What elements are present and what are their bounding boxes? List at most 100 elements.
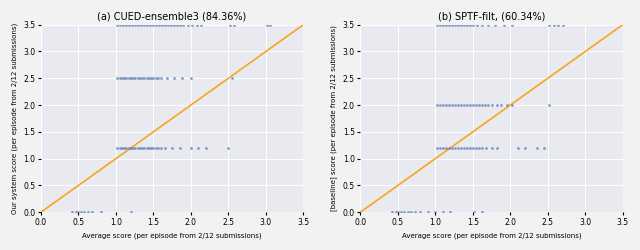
Point	[452, 23, 463, 27]
Point	[144, 76, 154, 80]
Point	[124, 146, 134, 150]
Point	[459, 146, 469, 150]
Point	[144, 146, 154, 150]
Point	[452, 103, 463, 107]
Point	[456, 23, 466, 27]
Point	[172, 23, 182, 27]
Point	[131, 23, 141, 27]
Point	[469, 210, 479, 214]
Point	[507, 103, 517, 107]
Point	[461, 146, 472, 150]
Point	[396, 210, 406, 214]
Point	[125, 146, 136, 150]
Point	[146, 146, 156, 150]
Point	[146, 76, 156, 80]
Point	[201, 146, 211, 150]
Point	[154, 23, 164, 27]
Point	[390, 210, 401, 214]
Point	[156, 76, 166, 80]
Point	[96, 210, 106, 214]
Point	[441, 103, 451, 107]
Point	[456, 103, 466, 107]
Y-axis label: [baseline] score (per episode from 2/12 submissions): [baseline] score (per episode from 2/12 …	[330, 26, 337, 212]
Point	[461, 23, 472, 27]
Point	[501, 103, 511, 107]
Point	[490, 23, 500, 27]
Point	[415, 210, 426, 214]
Point	[477, 210, 487, 214]
Point	[157, 23, 168, 27]
Point	[186, 146, 196, 150]
Point	[496, 103, 506, 107]
Point	[116, 146, 127, 150]
Point	[162, 76, 172, 80]
Point	[175, 146, 185, 150]
Point	[169, 23, 179, 27]
Point	[141, 76, 152, 80]
Point	[441, 146, 451, 150]
Point	[119, 76, 129, 80]
Point	[472, 23, 483, 27]
Point	[151, 23, 161, 27]
Point	[175, 23, 186, 27]
Point	[438, 23, 448, 27]
X-axis label: Average score (per episode from 2/12 submissions): Average score (per episode from 2/12 sub…	[402, 232, 581, 239]
Point	[160, 23, 170, 27]
Point	[193, 146, 204, 150]
Point	[431, 103, 442, 107]
Point	[474, 146, 484, 150]
Point	[486, 146, 497, 150]
Point	[447, 23, 457, 27]
Point	[468, 146, 478, 150]
Point	[142, 23, 152, 27]
Point	[468, 103, 478, 107]
Point	[422, 210, 433, 214]
Point	[116, 76, 127, 80]
Point	[153, 76, 163, 80]
Point	[223, 146, 234, 150]
Point	[76, 210, 86, 214]
Point	[132, 146, 143, 150]
Point	[513, 146, 523, 150]
Point	[456, 146, 466, 150]
Point	[225, 23, 235, 27]
Point	[87, 210, 97, 214]
Point	[483, 103, 493, 107]
Point	[73, 210, 83, 214]
Point	[79, 210, 90, 214]
Point	[438, 210, 448, 214]
Point	[459, 103, 469, 107]
Point	[438, 146, 448, 150]
Point	[477, 23, 487, 27]
Point	[196, 23, 207, 27]
Point	[115, 23, 125, 27]
Point	[441, 23, 451, 27]
Point	[265, 23, 275, 27]
Point	[71, 210, 81, 214]
Point	[227, 76, 237, 80]
Point	[435, 23, 445, 27]
Point	[140, 23, 150, 27]
Point	[483, 23, 493, 27]
Point	[470, 146, 481, 150]
Point	[531, 146, 541, 150]
Point	[150, 76, 161, 80]
Point	[167, 146, 177, 150]
Point	[135, 146, 145, 150]
Point	[548, 23, 559, 27]
Point	[430, 210, 440, 214]
Point	[444, 103, 454, 107]
Point	[121, 76, 131, 80]
Point	[431, 146, 442, 150]
Point	[163, 23, 173, 27]
Point	[124, 23, 134, 27]
Title: (a) CUED-ensemble3 (84.36%): (a) CUED-ensemble3 (84.36%)	[97, 11, 247, 21]
X-axis label: Average score (per episode from 2/12 submissions): Average score (per episode from 2/12 sub…	[83, 232, 262, 239]
Point	[435, 146, 445, 150]
Point	[450, 146, 460, 150]
Point	[115, 76, 125, 80]
Point	[121, 23, 131, 27]
Point	[387, 210, 397, 214]
Point	[461, 103, 472, 107]
Point	[118, 23, 129, 27]
